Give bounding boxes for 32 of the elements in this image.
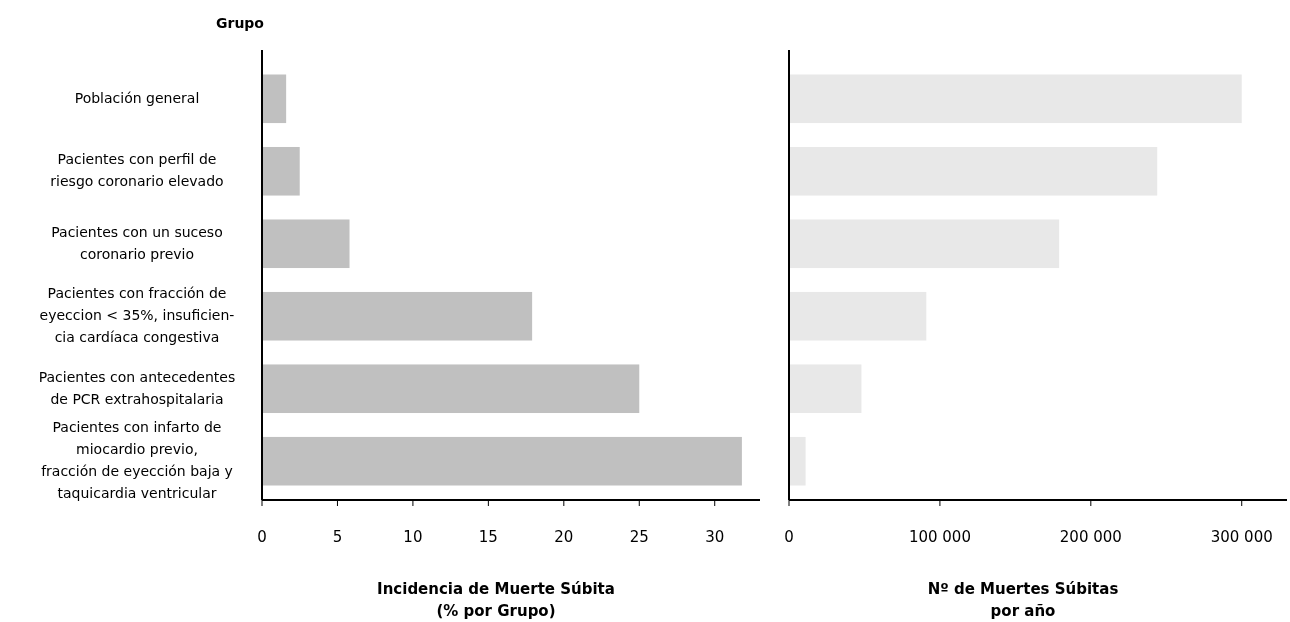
x-tick-label: 0 — [257, 528, 267, 546]
bar — [262, 219, 350, 269]
x-tick-label: 20 — [554, 528, 574, 546]
bar — [789, 436, 806, 486]
bar — [262, 146, 300, 196]
bar — [789, 364, 862, 414]
bar — [789, 291, 927, 341]
x-tick-label: 200 000 — [1059, 528, 1122, 546]
x-tick-label: 30 — [705, 528, 725, 546]
y-tick-label: Pacientes con perfil de riesgo coronario elevado — [50, 151, 224, 190]
x-tick-label: 15 — [478, 528, 498, 546]
y-axis-title: Grupo — [215, 15, 265, 31]
x-tick-label: 100 000 — [908, 528, 971, 546]
bar — [262, 291, 533, 341]
x-tick-label: 0 — [784, 528, 794, 546]
x-tick-label: 25 — [629, 528, 649, 546]
y-tick-label: Población general — [74, 89, 200, 106]
x-tick-label: 300 000 — [1210, 528, 1273, 546]
bar — [262, 364, 640, 414]
y-tick-label: Pacientes con un suceso coronario previo — [51, 223, 223, 262]
x-axis-title: Nº de Muertes Súbitas por año — [927, 580, 1119, 620]
bar — [789, 219, 1060, 269]
x-tick-label: 10 — [403, 528, 423, 546]
y-tick-label: Pacientes con antecedentes de PCR extrahospitalaria — [38, 368, 236, 407]
y-tick-label: Pacientes con fracción de eyeccion < 35%, insuficien- cia cardíaca congestiva — [39, 285, 235, 346]
x-axis-title: Incidencia de Muerte Súbita (% por Grupo) — [377, 580, 615, 620]
bar — [262, 436, 742, 486]
bar — [789, 74, 1242, 124]
x-tick-label: 5 — [332, 528, 343, 546]
bar — [262, 74, 287, 124]
y-tick-label: Pacientes con infarto de miocardio previo, fracción de eyección baja y taquicardia ventricular — [41, 419, 233, 502]
bar — [789, 146, 1158, 196]
